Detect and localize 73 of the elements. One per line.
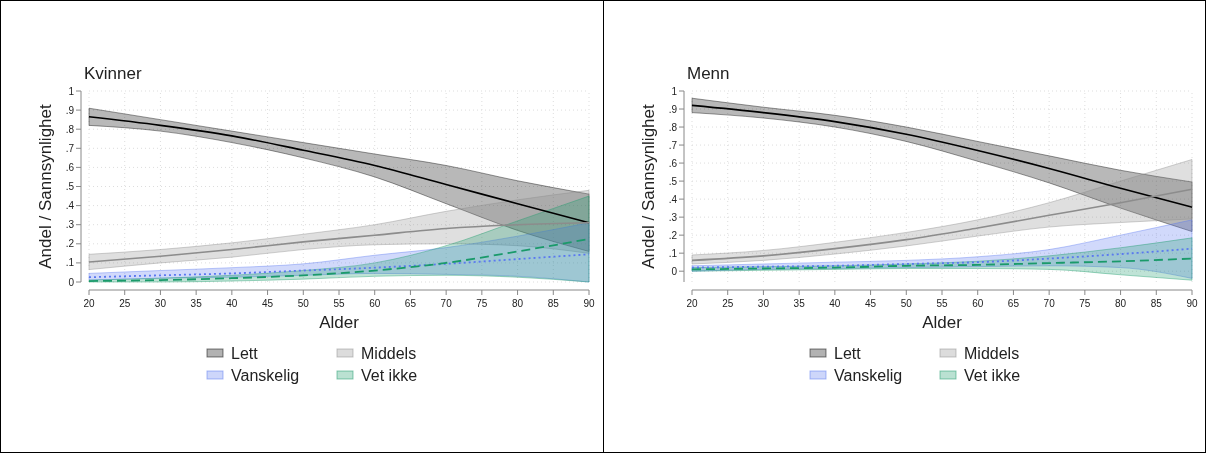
y-tick-label: .5: [65, 181, 75, 192]
x-tick-label: 65: [404, 298, 417, 309]
x-tick-label: 20: [83, 298, 95, 309]
x-tick-label: 80: [1115, 298, 1127, 309]
y-tick-label: .9: [65, 104, 75, 116]
x-tick-label: 85: [547, 298, 560, 309]
y-tick-label: .8: [65, 123, 75, 135]
y-tick-label: .7: [668, 139, 678, 151]
line-series: [88, 253, 590, 279]
legend-label: Vanskelig: [231, 367, 300, 384]
y-tick-label: .2: [668, 229, 678, 241]
x-tick-label: 60: [972, 298, 984, 309]
x-tick-label: 25: [722, 298, 734, 309]
x-tick-label: 30: [757, 298, 770, 309]
x-tick-label: 30: [154, 298, 167, 309]
y-tick-label: .3: [65, 219, 75, 231]
x-axis-title: Alder: [922, 313, 963, 332]
legend-label: Vet ikke: [361, 367, 418, 384]
line-series: [691, 188, 1193, 262]
x-tick-label: 60: [369, 298, 381, 309]
legend-label: Lett: [231, 345, 259, 362]
legend-label: Vet ikke: [964, 367, 1021, 384]
line-series: [691, 257, 1193, 271]
x-tick-label: 25: [119, 298, 131, 309]
x-axis-title: Alder: [319, 313, 360, 332]
x-tick-label: 45: [262, 298, 274, 309]
y-tick-label: .4: [668, 193, 678, 205]
y-axis-title: Andel / Sannsynlighet: [639, 104, 658, 269]
y-tick-label: .2: [65, 238, 75, 250]
x-tick-label: 35: [793, 298, 806, 309]
legend-label: Middels: [964, 345, 1020, 362]
y-tick-label: .1: [668, 247, 678, 259]
y-tick-label: .3: [668, 211, 678, 223]
y-tick-label: .1: [65, 257, 75, 269]
x-tick-label: 90: [1186, 298, 1198, 309]
line-series: [88, 221, 590, 263]
x-tick-label: 55: [936, 298, 948, 309]
x-tick-label: 40: [829, 298, 841, 309]
x-tick-label: 40: [226, 298, 238, 309]
x-tick-label: 75: [476, 298, 488, 309]
x-tick-label: 65: [1007, 298, 1020, 309]
y-tick-label: .8: [668, 121, 678, 133]
legend-label: Middels: [361, 345, 417, 362]
x-tick-label: 50: [900, 298, 913, 309]
chart-title: Kvinner: [84, 64, 142, 83]
y-axis-title: Andel / Sannsynlighet: [36, 104, 55, 269]
y-tick-label: 0: [671, 265, 678, 277]
chart-title: Menn: [687, 64, 730, 83]
line-series: [691, 104, 1193, 209]
y-tick-label: 0: [68, 276, 75, 288]
legend-label: Vanskelig: [834, 367, 903, 384]
x-tick-label: 50: [297, 298, 310, 309]
legend-label: Lett: [834, 345, 862, 362]
x-tick-label: 85: [1150, 298, 1163, 309]
x-tick-label: 70: [1043, 298, 1056, 309]
x-tick-label: 90: [583, 298, 595, 309]
x-tick-label: 70: [440, 298, 453, 309]
y-tick-label: .6: [668, 157, 678, 169]
x-tick-label: 80: [512, 298, 524, 309]
y-tick-label: .6: [65, 161, 75, 173]
line-series: [691, 247, 1193, 269]
y-tick-label: .5: [668, 175, 678, 187]
y-tick-label: 1: [68, 85, 75, 97]
x-tick-label: 20: [686, 298, 698, 309]
x-tick-label: 45: [865, 298, 877, 309]
line-series: [88, 115, 590, 224]
y-tick-label: .9: [668, 103, 678, 115]
x-tick-label: 35: [190, 298, 203, 309]
y-tick-label: .7: [65, 142, 75, 154]
x-tick-label: 75: [1079, 298, 1091, 309]
y-tick-label: .4: [65, 200, 75, 212]
y-tick-label: 1: [671, 85, 678, 97]
x-tick-label: 55: [333, 298, 345, 309]
